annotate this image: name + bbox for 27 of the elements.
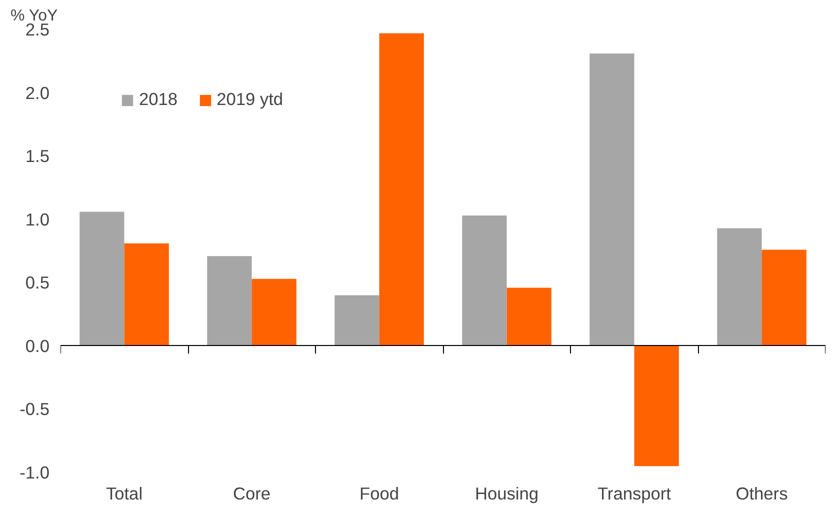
bar bbox=[80, 212, 124, 346]
y-tick-label: 0.0 bbox=[25, 336, 50, 356]
legend-label: 2018 bbox=[139, 89, 178, 110]
x-tick-label: Food bbox=[360, 484, 399, 504]
bar bbox=[334, 295, 380, 346]
legend-label: 2019 ytd bbox=[216, 89, 284, 110]
bar bbox=[634, 346, 679, 466]
bar bbox=[717, 228, 762, 346]
bar bbox=[379, 33, 424, 346]
x-tick-label: Total bbox=[106, 484, 143, 504]
y-tick-label: 1.0 bbox=[25, 209, 50, 230]
bar bbox=[252, 278, 296, 346]
y-tick-label: -1.0 bbox=[20, 462, 50, 482]
bar bbox=[762, 250, 806, 346]
x-tick-label: Core bbox=[232, 484, 271, 504]
x-tick-label: Others bbox=[736, 484, 788, 504]
x-tick-label: Housing bbox=[474, 484, 539, 504]
bar bbox=[506, 288, 552, 346]
y-tick-label: 1.5 bbox=[25, 146, 50, 166]
x-tick-label: Transport bbox=[597, 484, 672, 504]
y-tick-label: 0.5 bbox=[25, 272, 50, 293]
bar bbox=[462, 216, 507, 346]
y-tick-label: 2.0 bbox=[25, 82, 50, 103]
bar bbox=[590, 54, 634, 346]
y-tick-label: -0.5 bbox=[20, 399, 50, 420]
bar bbox=[207, 256, 252, 346]
bar bbox=[124, 243, 169, 346]
